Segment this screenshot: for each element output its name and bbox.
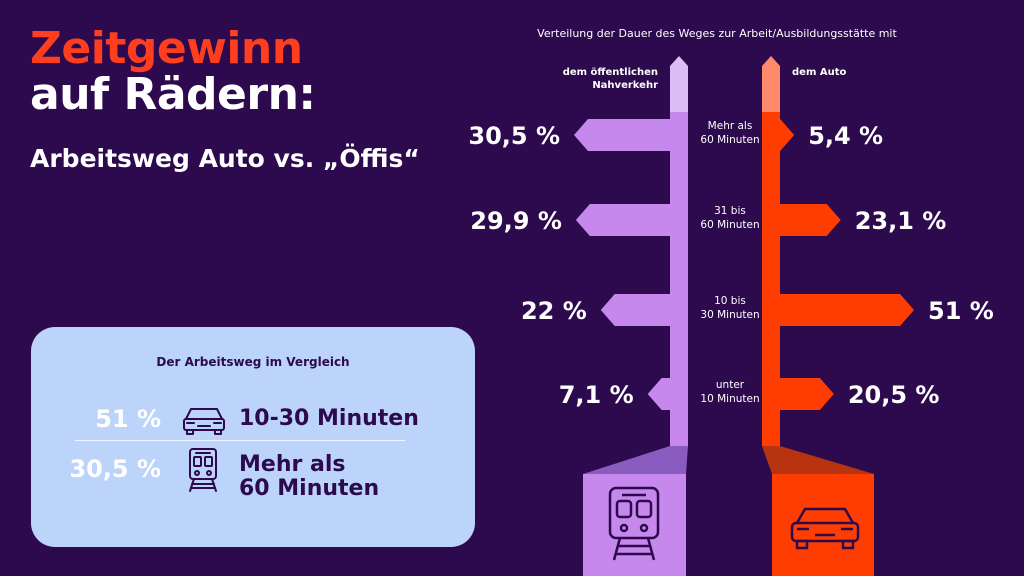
value-label-car: 23,1 % <box>855 207 947 235</box>
card-car-label: 10-30 Minuten <box>239 406 419 431</box>
value-label-public-transport: 7,1 % <box>559 381 634 409</box>
card-divider <box>75 440 405 441</box>
bar-public-transport <box>600 294 670 326</box>
bar-public-transport <box>575 204 670 236</box>
bar-public-transport <box>574 119 670 151</box>
category-label: unter <box>716 379 745 391</box>
pole-car <box>762 66 780 446</box>
category-label: 60 Minuten <box>700 134 759 146</box>
value-label-public-transport: 29,9 % <box>470 207 562 235</box>
pole-top-car <box>762 56 780 112</box>
chart-title: Verteilung der Dauer des Weges zur Arbei… <box>537 27 897 40</box>
car-connector <box>762 446 874 474</box>
bar-car <box>780 294 914 326</box>
category-label: Mehr als <box>708 120 753 132</box>
category-label: 30 Minuten <box>700 309 759 321</box>
car-icon <box>183 408 225 435</box>
card-car-value: 51 % <box>95 405 161 433</box>
card-train-label-line1: Mehr als <box>239 452 346 477</box>
value-label-car: 20,5 % <box>848 381 940 409</box>
series-name-public-transport: Nahverkehr <box>592 80 658 91</box>
category-label: 60 Minuten <box>700 219 759 231</box>
value-label-car: 5,4 % <box>808 122 883 150</box>
train-icon <box>189 448 217 492</box>
card-train-label-line2: 60 Minuten <box>239 476 380 501</box>
bar-car <box>780 204 841 236</box>
public-transport-box <box>583 474 686 576</box>
card-train-value: 30,5 % <box>69 455 161 483</box>
headline-subtitle: Arbeitsweg Auto vs. „Öffis“ <box>30 144 420 173</box>
box-car-icon <box>790 507 860 550</box>
series-name-public-transport: dem öffentlichen <box>563 67 658 78</box>
value-label-public-transport: 22 % <box>521 297 587 325</box>
headline-line1: Zeitgewinn <box>30 23 303 74</box>
bar-car <box>780 378 834 410</box>
card-title: Der Arbeitsweg im Vergleich <box>156 355 350 369</box>
public-transport-connector <box>583 446 688 474</box>
category-label: 10 Minuten <box>700 393 759 405</box>
category-label: 31 bis <box>714 205 746 217</box>
category-label: 10 bis <box>714 295 746 307</box>
headline-line2: auf Rädern: <box>30 69 316 120</box>
bar-car <box>780 119 795 151</box>
box-train-icon <box>608 486 660 561</box>
pole-public-transport <box>670 66 688 446</box>
comparison-card: Der Arbeitsweg im Vergleich 51 % 10-30 M… <box>31 327 475 547</box>
pole-top-public-transport <box>670 56 688 112</box>
series-name-car: dem Auto <box>792 67 846 78</box>
value-label-car: 51 % <box>928 297 994 325</box>
bar-public-transport <box>647 378 670 410</box>
value-label-public-transport: 30,5 % <box>468 122 560 150</box>
